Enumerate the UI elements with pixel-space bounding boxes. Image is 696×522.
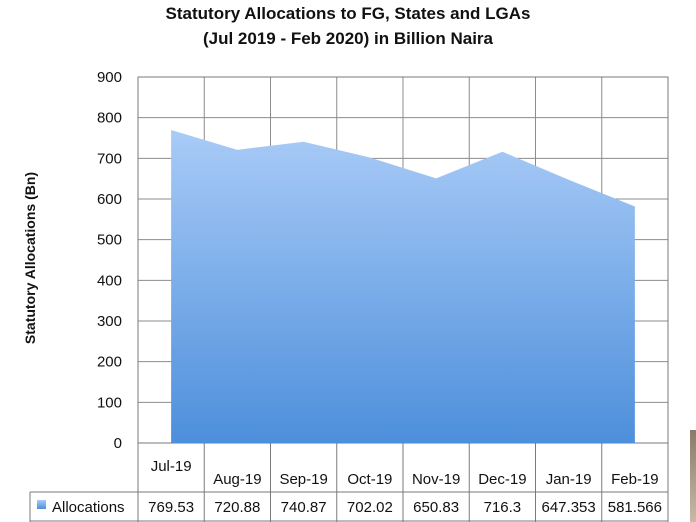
chart-title-line-2: (Jul 2019 - Feb 2020) in Billion Naira (202, 29, 494, 48)
data-table-value: 650.83 (413, 499, 459, 516)
x-category-label: Sep-19 (279, 471, 327, 488)
data-table-value: 720.88 (214, 499, 260, 516)
data-table-value: 716.3 (484, 499, 522, 516)
series-area-allocations (171, 130, 635, 443)
data-table-value: 769.53 (148, 499, 194, 516)
x-category-label: Aug-19 (213, 471, 261, 488)
y-tick-label: 400 (97, 272, 122, 289)
x-category-label: Jul-19 (151, 458, 192, 475)
x-category-label: Feb-19 (611, 471, 659, 488)
data-table-value: 647.353 (542, 499, 596, 516)
y-tick-label: 100 (97, 394, 122, 411)
legend-series-name: Allocations (52, 499, 125, 516)
y-tick-label: 600 (97, 191, 122, 208)
y-tick-label: 900 (97, 69, 122, 86)
data-table-value: 740.87 (281, 499, 327, 516)
x-category-label: Dec-19 (478, 471, 526, 488)
y-tick-label: 800 (97, 110, 122, 127)
x-category-label: Oct-19 (347, 471, 392, 488)
photo-edge-decoration (690, 430, 696, 522)
y-tick-label: 500 (97, 232, 122, 249)
y-tick-label: 0 (114, 435, 122, 452)
y-tick-label: 700 (97, 150, 122, 167)
x-category-label: Jan-19 (546, 471, 592, 488)
x-category-label: Nov-19 (412, 471, 460, 488)
legend-swatch (37, 500, 46, 509)
y-tick-label: 300 (97, 313, 122, 330)
data-table-value: 702.02 (347, 499, 393, 516)
y-tick-label: 200 (97, 354, 122, 371)
data-table-value: 581.566 (608, 499, 662, 516)
chart-title-line-1: Statutory Allocations to FG, States and … (165, 4, 531, 23)
